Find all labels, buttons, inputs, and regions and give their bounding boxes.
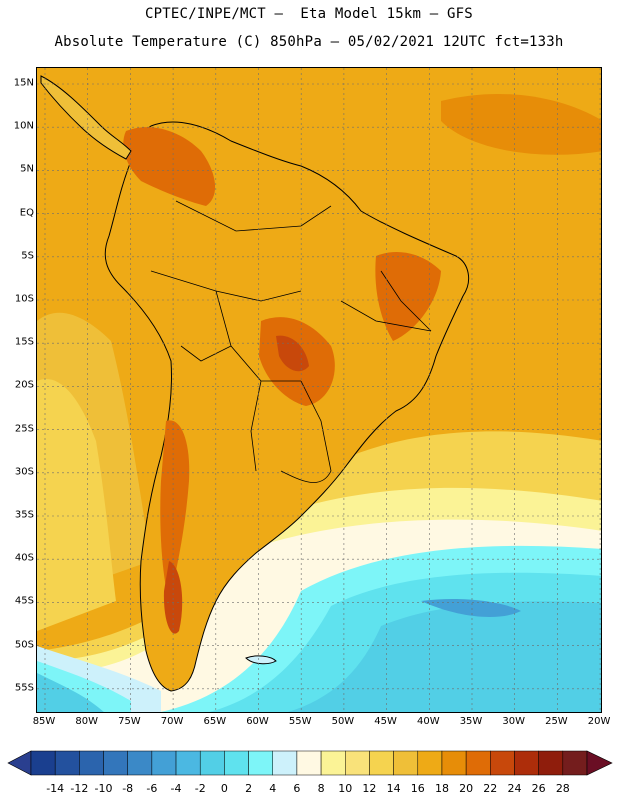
colorbar-label: 0 [220, 782, 228, 795]
colorbar-label: 14 [386, 782, 401, 795]
hot-region-northeast [375, 251, 441, 341]
hottest-region-patagonia [163, 561, 183, 634]
lon-label-35W: 35W [459, 716, 483, 727]
lat-label-50S: 50S [14, 639, 34, 651]
lat-label-15N: 15N [13, 77, 34, 89]
colorbar-swatch [562, 750, 588, 776]
colorbar-label: 4 [269, 782, 277, 795]
colorbar-label: -4 [170, 782, 182, 795]
lon-label-70W: 70W [160, 716, 184, 727]
ocean-warm-patch [441, 94, 601, 155]
lon-label-20W: 20W [587, 716, 611, 727]
drake-band-0 [37, 673, 104, 712]
lat-label-10N: 10N [13, 120, 34, 132]
colorbar-label: -10 [94, 782, 113, 795]
atlantic-band-0 [287, 601, 601, 712]
colorbar-label: 16 [410, 782, 425, 795]
colorbar-max-arrow [586, 750, 613, 776]
hot-region-andes-north [123, 127, 216, 206]
colorbar-swatch [369, 750, 394, 776]
lon-label-40W: 40W [416, 716, 440, 727]
lon-label-55W: 55W [288, 716, 312, 727]
lon-label-75W: 75W [118, 716, 141, 727]
colorbar-swatch [514, 750, 539, 776]
colorbar-swatch [224, 750, 249, 776]
lon-label-85W: 85W [32, 716, 56, 727]
lat-label-40S: 40S [14, 552, 34, 564]
graticule [37, 68, 601, 712]
lon-label-30W: 30W [502, 716, 525, 727]
colorbar-swatch [103, 750, 128, 776]
atlantic-cold-spot [421, 599, 521, 617]
colorbar-swatch [127, 750, 153, 776]
central-america [40, 75, 132, 160]
lon-label-65W: 65W [203, 716, 227, 727]
colorbar-swatch [272, 750, 298, 776]
colorbar-swatch [345, 750, 370, 776]
country-borders [150, 200, 432, 483]
lon-label-45W: 45W [374, 716, 397, 727]
lon-label-80W: 80W [75, 716, 98, 727]
colorbar-swatch [151, 750, 177, 776]
colorbar-swatch [199, 750, 225, 776]
colorbar-label: -12 [70, 782, 89, 795]
colorbar-label: 26 [531, 782, 546, 795]
lat-label-15S: 15S [14, 336, 34, 348]
colorbar-swatch [175, 750, 201, 776]
colorbar-swatch [296, 750, 322, 776]
colorbar-label: 24 [507, 782, 522, 795]
colorbar-swatch [441, 750, 467, 776]
lat-label-55S: 55S [14, 682, 34, 694]
colorbar-label: 10 [338, 782, 353, 795]
pacific-band-14 [37, 379, 116, 631]
lon-label-50W: 50W [331, 716, 355, 727]
lat-label-20S: 20S [14, 379, 34, 391]
colorbar-swatch [54, 750, 80, 776]
colorbar-swatch [320, 750, 346, 776]
colorbar-label: 12 [362, 782, 377, 795]
colorbar-swatch [393, 750, 419, 776]
colorbar-label: 6 [293, 782, 301, 795]
map-canvas [37, 68, 601, 712]
colorbar-label: 22 [483, 782, 498, 795]
colorbar-swatch [490, 750, 515, 776]
lat-label-30S: 30S [14, 466, 34, 478]
colorbar-swatch [30, 750, 56, 776]
colorbar-swatch [79, 750, 104, 776]
hottest-region-center [276, 335, 309, 372]
colorbar-swatch [248, 750, 273, 776]
colorbar-label: 20 [459, 782, 474, 795]
colorbar-label: -2 [194, 782, 206, 795]
lat-label-EQ: EQ [19, 207, 34, 219]
colorbar-label: 8 [317, 782, 325, 795]
colorbar-min-arrow [7, 750, 32, 776]
falkland-islands [245, 655, 277, 665]
colorbar-label: -6 [146, 782, 158, 795]
colorbar-swatch [417, 750, 443, 776]
colorbar-label: 2 [245, 782, 253, 795]
lat-label-5S: 5S [21, 250, 34, 262]
colorbar [7, 750, 613, 776]
colorbar-swatch [538, 750, 564, 776]
title-line-2: Absolute Temperature (C) 850hPa – 05/02/… [54, 34, 564, 50]
temperature-map [36, 67, 602, 713]
colorbar-swatch [465, 750, 491, 776]
lat-label-10S: 10S [14, 293, 34, 305]
lon-label-25W: 25W [545, 716, 568, 727]
lat-label-35S: 35S [14, 509, 34, 521]
colorbar-label: 18 [434, 782, 449, 795]
colorbar-label: -14 [46, 782, 65, 795]
colorbar-label: -8 [122, 782, 134, 795]
title-line-1: CPTEC/INPE/MCT – Eta Model 15km – GFS [145, 6, 473, 22]
lat-label-25S: 25S [14, 423, 34, 435]
lon-label-60W: 60W [246, 716, 269, 727]
lat-label-5N: 5N [20, 163, 34, 175]
hot-region-andes-south [160, 420, 190, 601]
lat-label-45S: 45S [14, 595, 34, 607]
colorbar-label: 28 [555, 782, 570, 795]
